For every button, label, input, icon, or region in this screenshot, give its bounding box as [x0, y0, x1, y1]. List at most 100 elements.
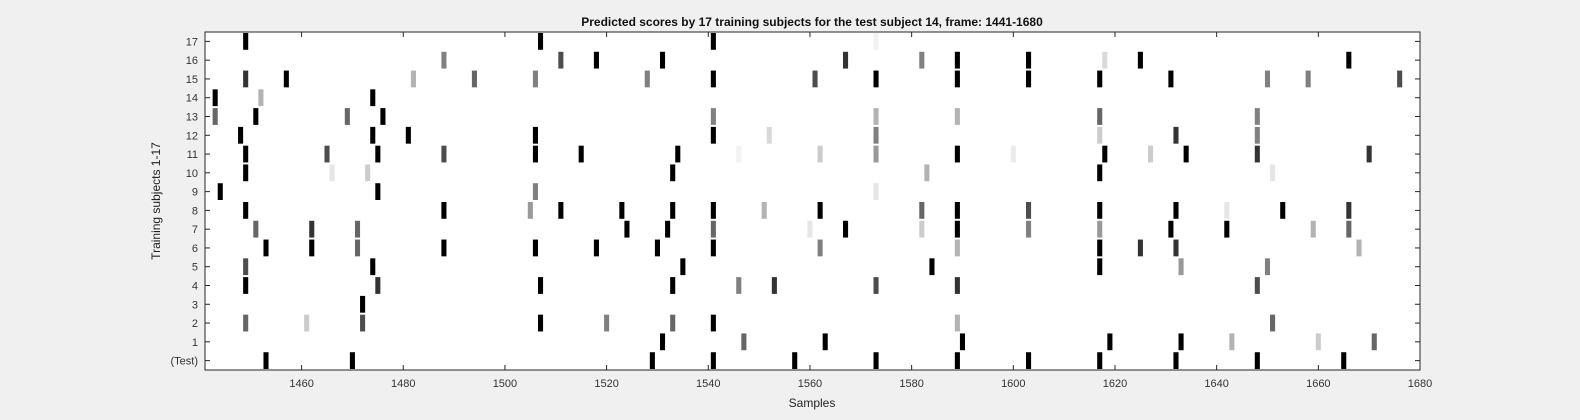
heatmap-cell: [873, 183, 879, 200]
heatmap-cell: [736, 145, 742, 163]
heatmap-cell: [375, 183, 381, 200]
heatmap-cell: [329, 164, 335, 182]
heatmap-cell: [243, 70, 249, 88]
heatmap-cell: [309, 220, 315, 238]
chart-title: Predicted scores by 17 training subjects…: [581, 15, 1043, 29]
heatmap-cell: [593, 239, 599, 257]
heatmap-cell: [710, 70, 716, 88]
heatmap-cell: [1102, 145, 1108, 163]
heatmap-cell: [1097, 108, 1103, 125]
y-axis-label: Training subjects 1-17: [149, 142, 163, 260]
heatmap-cell: [1229, 333, 1235, 351]
x-tick-label: 1660: [1306, 378, 1330, 390]
y-tick-label: 3: [192, 299, 198, 311]
heatmap-cell: [360, 295, 366, 313]
heatmap-cell: [1097, 202, 1103, 219]
heatmap-cell: [812, 70, 818, 88]
heatmap-cell: [710, 220, 716, 238]
heatmap-cell: [380, 108, 386, 125]
heatmap-cell: [258, 89, 264, 107]
x-tick-label: 1520: [594, 378, 618, 390]
heatmap-cell: [243, 164, 249, 182]
heatmap-cell: [375, 145, 381, 163]
heatmap-cell: [1097, 220, 1103, 238]
heatmap-cell: [873, 352, 879, 369]
heatmap-cell: [1026, 352, 1032, 369]
heatmap-cell: [644, 70, 650, 88]
heatmap-cell: [1097, 352, 1103, 369]
heatmap-cell: [1366, 145, 1372, 163]
heatmap-cell: [1305, 70, 1311, 88]
heatmap-cell: [659, 333, 666, 351]
heatmap-cell: [710, 126, 716, 144]
x-tick-label: 1480: [391, 378, 415, 390]
heatmap-cell: [349, 352, 355, 369]
y-tick-label: 15: [186, 74, 198, 86]
y-tick-label: 17: [186, 36, 198, 48]
heatmap-cell: [1178, 333, 1184, 351]
heatmap-cell: [873, 108, 879, 125]
heatmap-cell: [360, 314, 366, 332]
heatmap-cell: [1173, 202, 1179, 219]
heatmap-cell: [659, 51, 666, 69]
heatmap-cell: [654, 239, 660, 257]
heatmap-cell: [817, 145, 823, 163]
heatmap-cell: [532, 126, 538, 144]
heatmap-cell: [670, 164, 676, 182]
x-tick-label: 1680: [1408, 378, 1432, 390]
heatmap-cell: [212, 89, 218, 107]
heatmap-cell: [243, 314, 249, 332]
heatmap-cell: [1102, 51, 1108, 69]
heatmap-cell: [370, 126, 376, 144]
heatmap-cell: [954, 51, 960, 69]
heatmap-cell: [807, 220, 813, 238]
heatmap-cell: [253, 220, 259, 238]
heatmap-cell: [253, 108, 259, 125]
heatmap-cell: [1270, 164, 1276, 182]
heatmap-cell: [670, 277, 676, 294]
y-tick-label: 5: [192, 262, 198, 274]
heatmap-cell: [619, 202, 625, 219]
heatmap-cell: [212, 108, 218, 125]
heatmap-cell: [873, 33, 879, 50]
heatmap-cell: [1173, 126, 1179, 144]
heatmap-cell: [1224, 202, 1230, 219]
heatmap-cell: [1280, 202, 1286, 219]
y-tick-label: 9: [192, 187, 198, 199]
y-tick-label: 13: [186, 112, 198, 124]
heatmap-cell: [441, 239, 447, 257]
x-tick-label: 1600: [1001, 378, 1025, 390]
heatmap-cell: [375, 277, 381, 294]
heatmap-cell: [1173, 352, 1179, 369]
heatmap-cell: [954, 70, 960, 88]
heatmap-cell: [1168, 220, 1174, 238]
heatmap-cell: [441, 202, 447, 219]
heatmap-cell: [959, 333, 966, 351]
plot-area: [205, 32, 1420, 370]
heatmap-cell: [873, 126, 879, 144]
heatmap-cell: [680, 258, 686, 276]
heatmap-cell: [761, 202, 767, 219]
heatmap-cell: [710, 239, 716, 257]
heatmap-cell: [1346, 51, 1352, 69]
heatmap-cell: [1254, 352, 1260, 369]
heatmap-cell: [1254, 145, 1260, 163]
heatmap-cell: [1264, 70, 1271, 88]
heatmap-cell: [843, 51, 849, 69]
heatmap-cell: [873, 277, 879, 294]
heatmap-cell: [1107, 333, 1113, 351]
heatmap-cell: [354, 220, 361, 238]
plot-border: [204, 31, 1421, 371]
heatmap-cell: [710, 33, 716, 50]
heatmap-cell: [304, 314, 310, 332]
heatmap-cell: [873, 70, 879, 88]
heatmap-cell: [243, 258, 249, 276]
heatmap-cell: [1026, 70, 1032, 88]
heatmap-cell: [919, 51, 925, 69]
heatmap-cell: [1270, 314, 1276, 332]
heatmap-cell: [217, 183, 223, 200]
y-tick-label: 10: [186, 168, 198, 180]
heatmap-cell: [532, 183, 538, 200]
heatmap-cell: [1026, 220, 1032, 238]
heatmap-cell: [736, 277, 742, 294]
